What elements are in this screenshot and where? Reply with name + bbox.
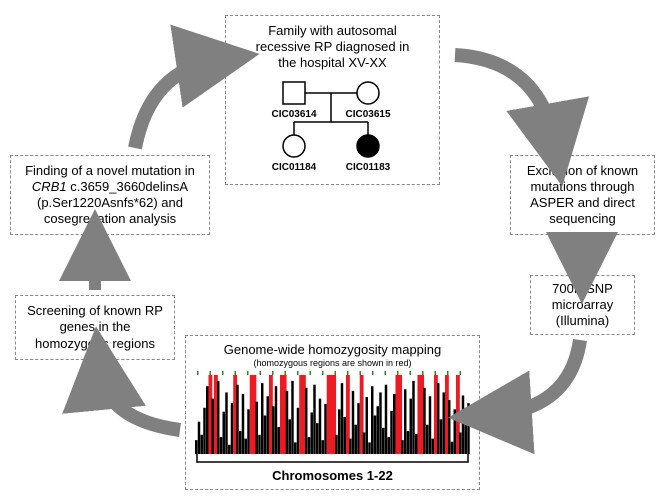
family-text: Family with autosomal recessive RP diagn… bbox=[256, 23, 410, 72]
ped-child1-label: CIC01184 bbox=[271, 162, 316, 173]
homozygosity-title: Genome-wide homozygosity mapping bbox=[224, 342, 442, 358]
exclusion-box: Exclusion of known mutations through ASP… bbox=[510, 155, 655, 235]
finding-text: Finding of a novel mutation in CRB1 c.36… bbox=[25, 163, 195, 228]
microarray-text: 700K SNP microarray (Illumina) bbox=[552, 281, 613, 330]
arrow-family-to-exclusion bbox=[455, 55, 555, 145]
ped-child2-label: CIC01183 bbox=[345, 162, 390, 173]
homozygosity-box: Genome-wide homozygosity mapping (homozy… bbox=[185, 335, 480, 490]
homozygosity-chart bbox=[195, 371, 470, 464]
microarray-box: 700K SNP microarray (Illumina) bbox=[530, 275, 635, 335]
exclusion-text: Exclusion of known mutations through ASP… bbox=[527, 163, 638, 228]
arrow-finding-to-family bbox=[135, 60, 218, 148]
screening-text: Screening of known RP genes in the homoz… bbox=[27, 303, 163, 352]
pedigree-diagram: CIC03614 CIC03615 CIC01184 CIC01183 bbox=[243, 77, 423, 177]
arrow-microarray-to-homozygosity bbox=[490, 340, 580, 415]
finding-box: Finding of a novel mutation in CRB1 c.36… bbox=[10, 155, 210, 235]
homozygosity-subtitle: (homozygous regions are shown in red) bbox=[253, 358, 411, 368]
ped-father-label: CIC03614 bbox=[271, 109, 316, 120]
arrow-homozygosity-to-screening bbox=[100, 368, 180, 430]
chromosomes-label: Chromosomes 1-22 bbox=[272, 468, 393, 483]
ped-mother-label: CIC03615 bbox=[345, 109, 390, 120]
screening-box: Screening of known RP genes in the homoz… bbox=[15, 295, 175, 360]
family-box: Family with autosomal recessive RP diagn… bbox=[225, 15, 440, 185]
